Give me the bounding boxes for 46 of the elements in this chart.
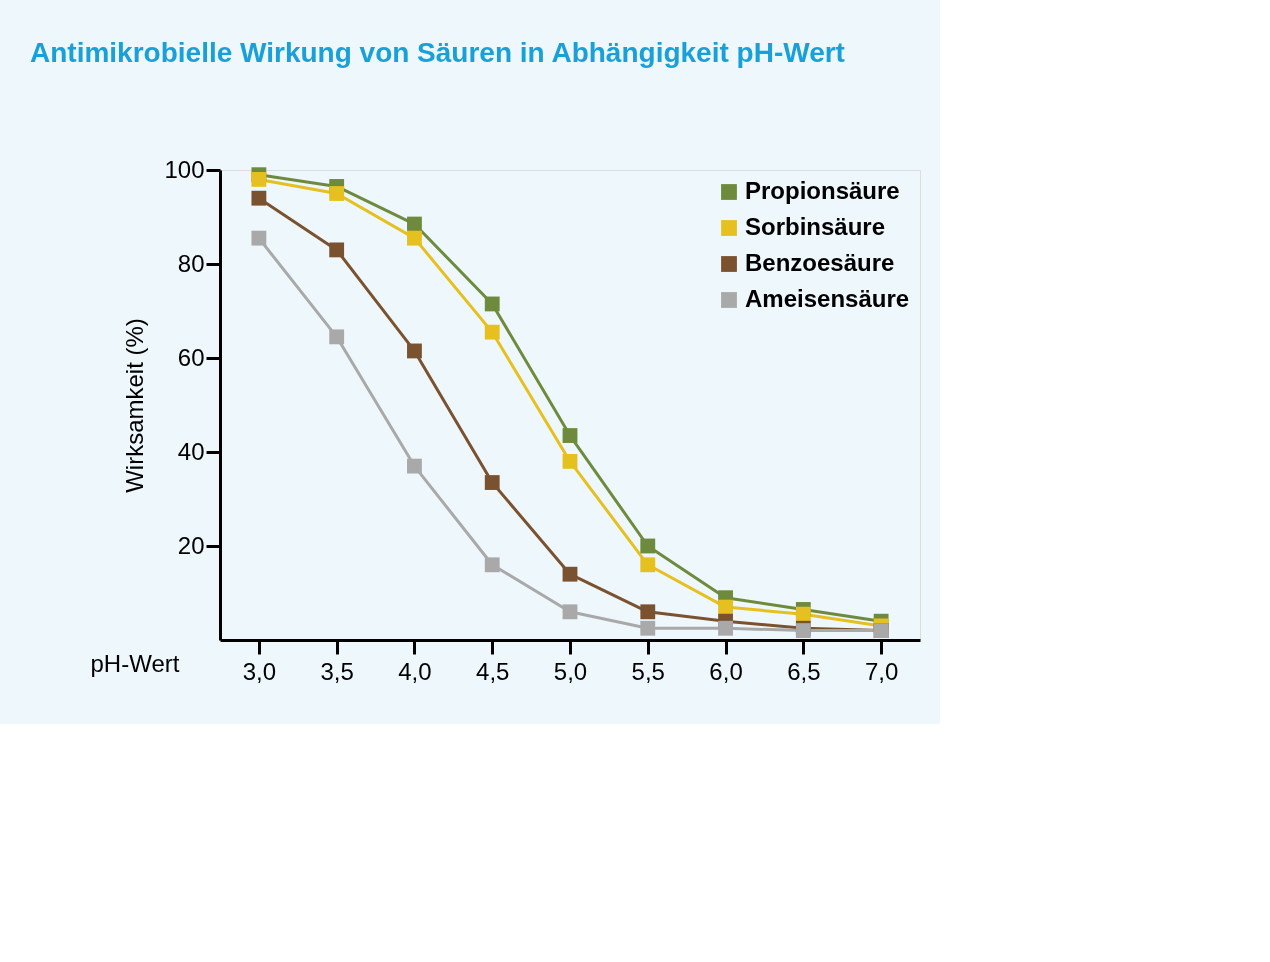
point — [718, 620, 733, 636]
point — [484, 324, 500, 340]
point — [251, 230, 267, 246]
x-tick-label: 3,5 — [320, 657, 354, 685]
point — [407, 458, 422, 474]
x-tick-label: 6,0 — [709, 657, 743, 685]
y-tick-label: 100 — [164, 155, 205, 183]
legend-label: Ameisensäure — [745, 285, 910, 312]
point — [718, 599, 733, 615]
point — [562, 604, 578, 620]
y-tick-label: 20 — [177, 531, 205, 559]
x-tick-label: 4,5 — [476, 657, 510, 685]
legend-label: Propionsäure — [745, 177, 900, 204]
y-tick-label: 40 — [177, 437, 205, 465]
point — [640, 604, 656, 620]
point — [407, 216, 422, 232]
x-tick-label: 6,5 — [787, 657, 821, 685]
point — [562, 428, 578, 443]
x-tick-label: 5,0 — [553, 657, 588, 685]
x-axis-title: pH-Wert — [90, 649, 180, 677]
point — [329, 186, 345, 201]
point — [407, 343, 422, 359]
chart-title: Antimikrobielle Wirkung von Säuren in Abhängigkeit pH-Wert — [30, 37, 845, 68]
point — [407, 230, 422, 246]
y-tick-label: 80 — [177, 249, 205, 277]
point — [640, 620, 656, 636]
point — [329, 242, 345, 258]
legend-label: Benzoesäure — [745, 249, 895, 276]
point — [484, 557, 500, 573]
y-axis-title: Wirksamkeit (%) — [121, 318, 149, 493]
legend-label: Sorbinsäure — [745, 213, 886, 240]
point — [640, 557, 656, 573]
x-tick-label: 5,5 — [631, 657, 665, 685]
y-tick-label: 60 — [177, 343, 205, 371]
x-tick-label: 4,0 — [398, 657, 432, 685]
point — [251, 190, 267, 206]
point — [562, 453, 578, 469]
x-tick-label: 7,0 — [864, 657, 899, 685]
x-tick-label: 3,0 — [242, 657, 277, 685]
point — [640, 538, 656, 554]
point — [484, 296, 500, 312]
point — [484, 475, 500, 490]
point — [795, 606, 811, 622]
point — [562, 566, 578, 582]
point — [251, 171, 267, 187]
point — [329, 329, 345, 345]
